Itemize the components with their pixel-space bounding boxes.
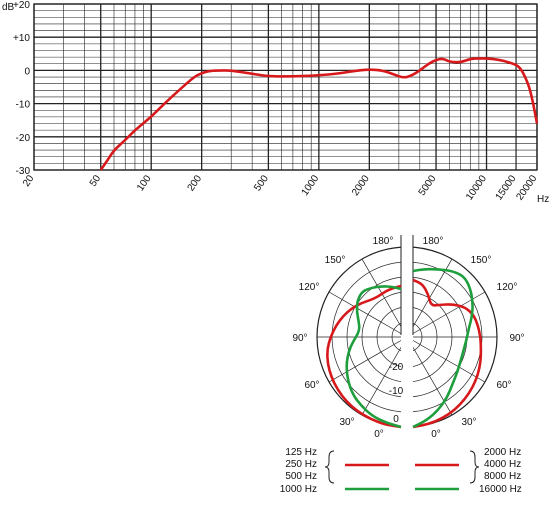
polar-spoke <box>361 336 408 416</box>
polar-angle-label-left: 150° <box>325 255 346 266</box>
polar-left-green-curve <box>345 285 402 429</box>
polar-angle-label-left: 30° <box>339 417 354 428</box>
x-tick-label: 1000 <box>300 173 322 198</box>
y-tick-label: +20 <box>13 0 30 11</box>
plot-frame <box>33 3 538 171</box>
legend-left-brace <box>324 450 335 484</box>
y-axis-label: dB <box>2 2 15 13</box>
polar-angle-label-right: 30° <box>461 417 476 428</box>
legend-left-freq-green: 1000 Hz <box>280 484 317 495</box>
x-axis-label: Hz <box>537 194 549 205</box>
polar-angle-label-right: 120° <box>497 282 518 293</box>
response-curve <box>99 57 539 171</box>
frequency-grid <box>33 3 538 171</box>
y-tick-label: -10 <box>16 100 31 111</box>
legend-right-brace <box>469 450 480 484</box>
polar-radial-label: 0 <box>393 414 399 425</box>
polar-angle-label-right: 60° <box>496 380 511 391</box>
polar-spoke <box>328 291 408 338</box>
x-tick-label: 20000 <box>514 173 539 202</box>
y-tick-label: 0 <box>24 66 30 77</box>
polar-right-green-curve <box>412 267 474 429</box>
polar-angle-label-left: 0° <box>374 429 384 440</box>
polar-center-gap <box>401 235 413 429</box>
x-tick-label: 10000 <box>464 173 489 202</box>
legend-right-freq-1: 2000 Hz <box>484 447 521 458</box>
x-tick-label: 2000 <box>350 173 372 198</box>
polar-angle-label-right: 150° <box>471 255 492 266</box>
legend-right-freq-3: 8000 Hz <box>484 471 521 482</box>
polar-angle-label-left: 60° <box>304 380 319 391</box>
x-tick-label: 100 <box>135 173 154 193</box>
legend-left-freq-2: 250 Hz <box>285 459 317 470</box>
y-tick-label: +10 <box>13 33 30 44</box>
polar-angle-label-right: 180° <box>423 236 444 247</box>
polar-angle-label-right: 90° <box>509 333 524 344</box>
polar-series <box>326 267 483 429</box>
polar-spoke <box>406 336 453 416</box>
polar-radial-label: -20 <box>389 362 404 373</box>
x-tick-label: 500 <box>252 173 271 193</box>
x-tick-label: 15000 <box>494 173 519 202</box>
polar-angle-label-left: 90° <box>292 333 307 344</box>
legend-left-freq-3: 500 Hz <box>285 471 317 482</box>
polar-legend: 125 Hz 250 Hz 500 Hz 1000 Hz 2000 Hz 400… <box>280 447 522 495</box>
y-tick-label: -20 <box>16 133 31 144</box>
x-tick-label: 5000 <box>417 173 439 198</box>
y-tick-label: -30 <box>16 166 31 177</box>
polar-right-red-curve <box>412 278 483 429</box>
frequency-series <box>99 57 539 171</box>
legend-left-freq-1: 125 Hz <box>285 447 317 458</box>
legend-right-freq-green: 16000 Hz <box>479 484 522 495</box>
polar-labels: 180° 180° 150° 150° 120° 120° 90° 90° 60° 60° 30° 3… <box>292 236 524 440</box>
polar-pattern-chart: 180° 180° 150° 150° 120° 120° 90° 90° 60° 60° 30° 3… <box>292 235 525 440</box>
polar-radial-label: -10 <box>389 386 404 397</box>
legend-right-freq-2: 4000 Hz <box>484 459 521 470</box>
polar-spoke <box>328 336 408 383</box>
polar-spoke <box>361 258 408 338</box>
x-tick-label: 200 <box>186 173 205 193</box>
polar-spoke <box>406 336 486 383</box>
x-tick-label: 50 <box>88 173 104 189</box>
polar-angle-label-left: 120° <box>299 282 320 293</box>
polar-angle-label-left: 180° <box>373 236 394 247</box>
polar-left-red-curve <box>326 284 402 429</box>
polar-angle-label-right: 0° <box>431 429 441 440</box>
